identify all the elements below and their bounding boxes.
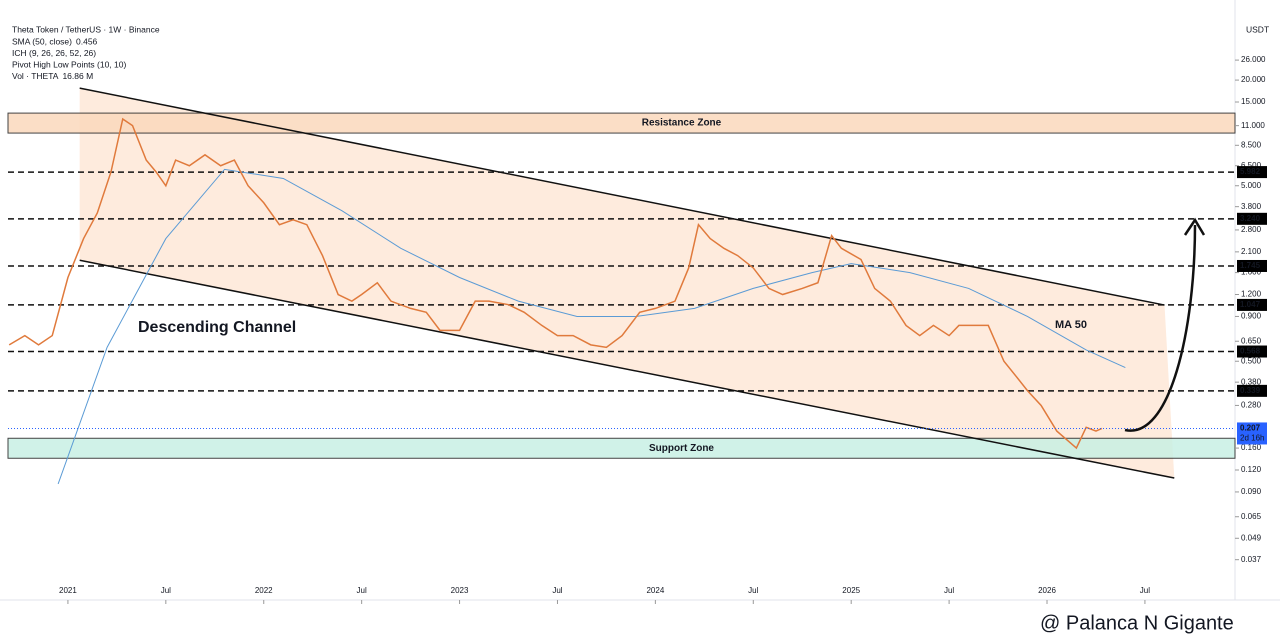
- y-tick-label: 11.000: [1241, 121, 1265, 130]
- y-tick-label: 2.800: [1241, 225, 1262, 234]
- x-tick-label: 2025: [842, 586, 860, 595]
- level-label: 1.745: [1240, 261, 1261, 270]
- y-tick-label: 20.000: [1241, 75, 1266, 84]
- current-price-label: 0.207: [1240, 424, 1261, 433]
- indicator-value: 16.86 M: [62, 71, 93, 81]
- indicator-label: ICH (9, 26, 26, 52, 26): [12, 48, 96, 58]
- x-tick-label: Jul: [944, 586, 954, 595]
- y-tick-label: 5.000: [1241, 181, 1262, 190]
- y-tick-label: 0.380: [1241, 377, 1262, 386]
- level-box: [1237, 212, 1267, 225]
- indicator-label: SMA (50, close): [12, 36, 72, 46]
- zone: [7, 437, 1236, 459]
- arrow: [1124, 224, 1197, 432]
- current-price-box: [1237, 422, 1267, 445]
- y-tick-label: 3.800: [1241, 202, 1262, 211]
- y-tick-label: 0.500: [1241, 356, 1262, 365]
- countdown: 2d 16h: [1240, 434, 1264, 443]
- level-label: 3.240: [1240, 214, 1261, 223]
- indicator-label: Vol · THETA: [12, 71, 59, 81]
- x-tick-label: Jul: [357, 586, 367, 595]
- x-tick-label: Jul: [1140, 586, 1150, 595]
- zone-label: Support Zone: [649, 443, 714, 454]
- y-tick-label: 6.500: [1241, 161, 1262, 170]
- ma-line: [57, 168, 1126, 485]
- level-label: 1.047: [1240, 300, 1261, 309]
- watermark: @ Palanca N Gigante: [1040, 612, 1234, 634]
- level-box: [1237, 384, 1267, 397]
- y-tick-label: 2.100: [1241, 247, 1262, 256]
- level-label: 0.568: [1240, 347, 1261, 356]
- x-tick-label: Jul: [748, 586, 758, 595]
- x-tick-label: 2026: [1038, 586, 1056, 595]
- chart-title: Theta Token / TetherUS · 1W · Binance: [12, 24, 160, 34]
- y-tick-label: 26.000: [1241, 55, 1266, 64]
- channel-line: [79, 259, 1175, 479]
- y-tick-label: 0.900: [1241, 312, 1262, 321]
- y-tick-label: 1.600: [1241, 268, 1262, 277]
- zone: [7, 112, 1236, 134]
- y-tick-label: 0.120: [1241, 465, 1262, 474]
- level-label: 0.339: [1240, 386, 1261, 395]
- x-tick-label: 2022: [255, 586, 273, 595]
- x-tick-label: Jul: [161, 586, 171, 595]
- price-line: [8, 117, 1103, 450]
- y-tick-label: 0.650: [1241, 336, 1262, 345]
- arrow-head: [1183, 217, 1206, 236]
- y-tick-label: 1.200: [1241, 290, 1262, 299]
- y-tick-label: 0.160: [1241, 443, 1262, 452]
- y-tick-label: 0.090: [1241, 487, 1262, 496]
- level-box: [1237, 259, 1267, 272]
- channel-line: [79, 87, 1165, 306]
- y-tick-label: 0.280: [1241, 401, 1262, 410]
- channel-label: Descending Channel: [138, 319, 296, 336]
- ma-label: MA 50: [1055, 319, 1087, 331]
- channel-fill: [79, 88, 1175, 479]
- y-tick-label: 8.500: [1241, 140, 1262, 149]
- y-tick-label: 0.065: [1241, 512, 1262, 521]
- x-tick-label: 2024: [646, 586, 664, 595]
- y-tick-label: 0.049: [1241, 533, 1262, 542]
- x-tick-label: 2021: [59, 586, 77, 595]
- level-label: 5.982: [1240, 167, 1261, 176]
- x-tick-label: Jul: [552, 586, 562, 595]
- zone-label: Resistance Zone: [642, 118, 722, 129]
- unit: USDT: [1246, 24, 1269, 34]
- x-tick-label: 2023: [451, 586, 469, 595]
- y-tick-label: 15.000: [1241, 97, 1266, 106]
- indicator-label: Pivot High Low Points (10, 10): [12, 59, 127, 69]
- level-box: [1237, 345, 1267, 358]
- level-box: [1237, 166, 1267, 179]
- y-tick-label: 0.037: [1241, 555, 1262, 564]
- level-box: [1237, 298, 1267, 311]
- indicator-value: 0.456: [76, 36, 98, 46]
